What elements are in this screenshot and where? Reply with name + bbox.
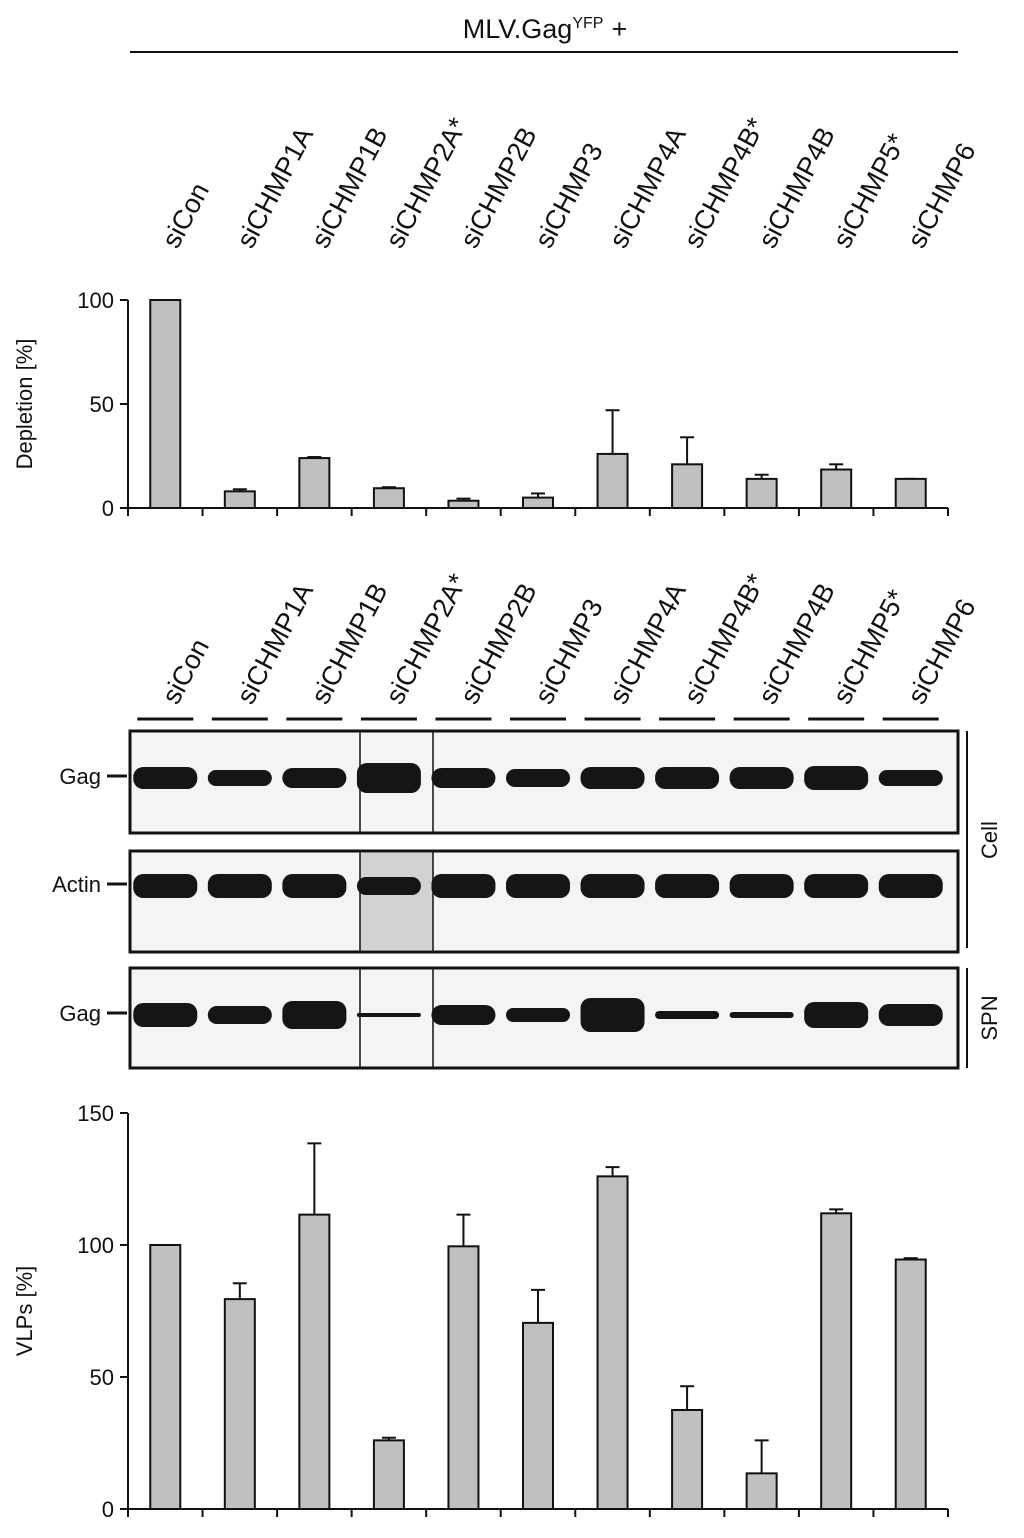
blot-box <box>128 849 960 954</box>
blot-band <box>878 1004 943 1026</box>
category-label: siCHMP6 <box>902 138 982 253</box>
bar <box>671 1409 704 1510</box>
y-axis-label: Depletion [%] <box>12 339 37 470</box>
bar <box>447 499 480 510</box>
category-label: siCHMP4A <box>603 122 691 253</box>
bar <box>596 452 629 510</box>
blot-lane-label: siCHMP2B <box>454 578 542 709</box>
blot-band <box>804 1002 869 1028</box>
y-tick-label: 150 <box>77 1101 114 1126</box>
blot-band <box>878 770 943 786</box>
y-tick-label: 100 <box>77 288 114 313</box>
bar <box>745 1472 778 1510</box>
blot-band <box>431 874 496 898</box>
blot-lane-label: siCHMP4A <box>603 578 691 709</box>
blot-band <box>655 767 720 789</box>
blot-band <box>729 874 794 898</box>
blot-band <box>356 1013 421 1017</box>
bar <box>671 463 704 510</box>
blot-band <box>431 1005 496 1025</box>
blot-band <box>729 1012 794 1018</box>
blot-band <box>804 874 869 898</box>
blot-band <box>506 1008 570 1022</box>
blot-band <box>207 1006 272 1024</box>
bar <box>223 1298 256 1510</box>
blot-lane-label: siCHMP1B <box>305 578 393 709</box>
category-label: siCon <box>156 178 215 253</box>
y-tick-label: 50 <box>90 1365 114 1390</box>
blot-band <box>580 874 645 898</box>
blot-band <box>506 769 570 787</box>
bar <box>522 1321 554 1510</box>
header-superscript: YFP <box>572 15 603 32</box>
bar <box>223 490 256 509</box>
blot-band <box>580 998 645 1032</box>
blot-band <box>207 770 272 786</box>
y-tick-label: 0 <box>102 1497 114 1522</box>
bar <box>298 1213 331 1510</box>
bar <box>745 477 778 510</box>
blot-band <box>133 1003 198 1027</box>
group-label: SPN <box>977 995 1002 1040</box>
blot-lane-label: siCHMP3 <box>529 594 609 709</box>
bar <box>522 496 554 510</box>
bar <box>894 477 927 510</box>
blot-band <box>282 768 347 788</box>
category-label: siCHMP1B <box>305 122 393 253</box>
blot-row-label: Actin <box>52 872 101 897</box>
blot-lane-label: siCHMP4B <box>752 578 840 709</box>
blot-lane-label: siCHMP6 <box>902 594 982 709</box>
blot-band <box>133 767 198 789</box>
bar <box>149 1244 182 1510</box>
category-label: siCHMP3 <box>529 138 609 253</box>
blot-row-label: Gag <box>59 764 101 789</box>
blot-band <box>580 767 645 789</box>
bar <box>447 1245 480 1510</box>
bar <box>820 1212 853 1510</box>
y-tick-label: 50 <box>90 392 114 417</box>
blot-band <box>655 1011 720 1019</box>
bar <box>372 487 405 509</box>
category-label: siCHMP1A <box>231 122 319 253</box>
blot-band <box>356 763 421 793</box>
blot-band <box>804 766 869 790</box>
blot-band <box>133 874 198 898</box>
bar <box>298 457 331 509</box>
blot-band <box>207 874 272 898</box>
category-label: siCHMP2B <box>454 122 542 253</box>
blot-band <box>506 874 570 898</box>
blot-band <box>431 768 496 788</box>
category-label: siCHMP4B <box>752 122 840 253</box>
bar <box>894 1258 927 1511</box>
bar <box>596 1175 629 1510</box>
y-axis-label: VLPs [%] <box>12 1266 37 1356</box>
blot-lane-label: siCon <box>156 634 215 709</box>
category-label: siCHMP5* <box>827 128 912 252</box>
bar <box>372 1439 405 1510</box>
y-tick-label: 100 <box>77 1233 114 1258</box>
blot-band <box>729 767 794 789</box>
blot-band <box>282 1001 347 1029</box>
blot-band <box>655 874 720 898</box>
bar <box>149 299 182 509</box>
blot-band <box>356 877 421 895</box>
blot-lane-label: siCHMP5* <box>827 584 912 708</box>
y-tick-label: 0 <box>102 496 114 521</box>
blot-spliced-lane <box>360 853 433 950</box>
header-suffix: + <box>611 14 627 44</box>
group-label: Cell <box>977 821 1002 859</box>
header-title: MLV.GagYFP + <box>463 14 627 44</box>
blot-band <box>282 874 347 898</box>
blot-row-label: Gag <box>59 1001 101 1026</box>
bar <box>820 468 853 509</box>
blot-band <box>878 874 943 898</box>
blot-lane-label: siCHMP1A <box>231 578 319 709</box>
header-main: MLV.Gag <box>463 14 573 44</box>
